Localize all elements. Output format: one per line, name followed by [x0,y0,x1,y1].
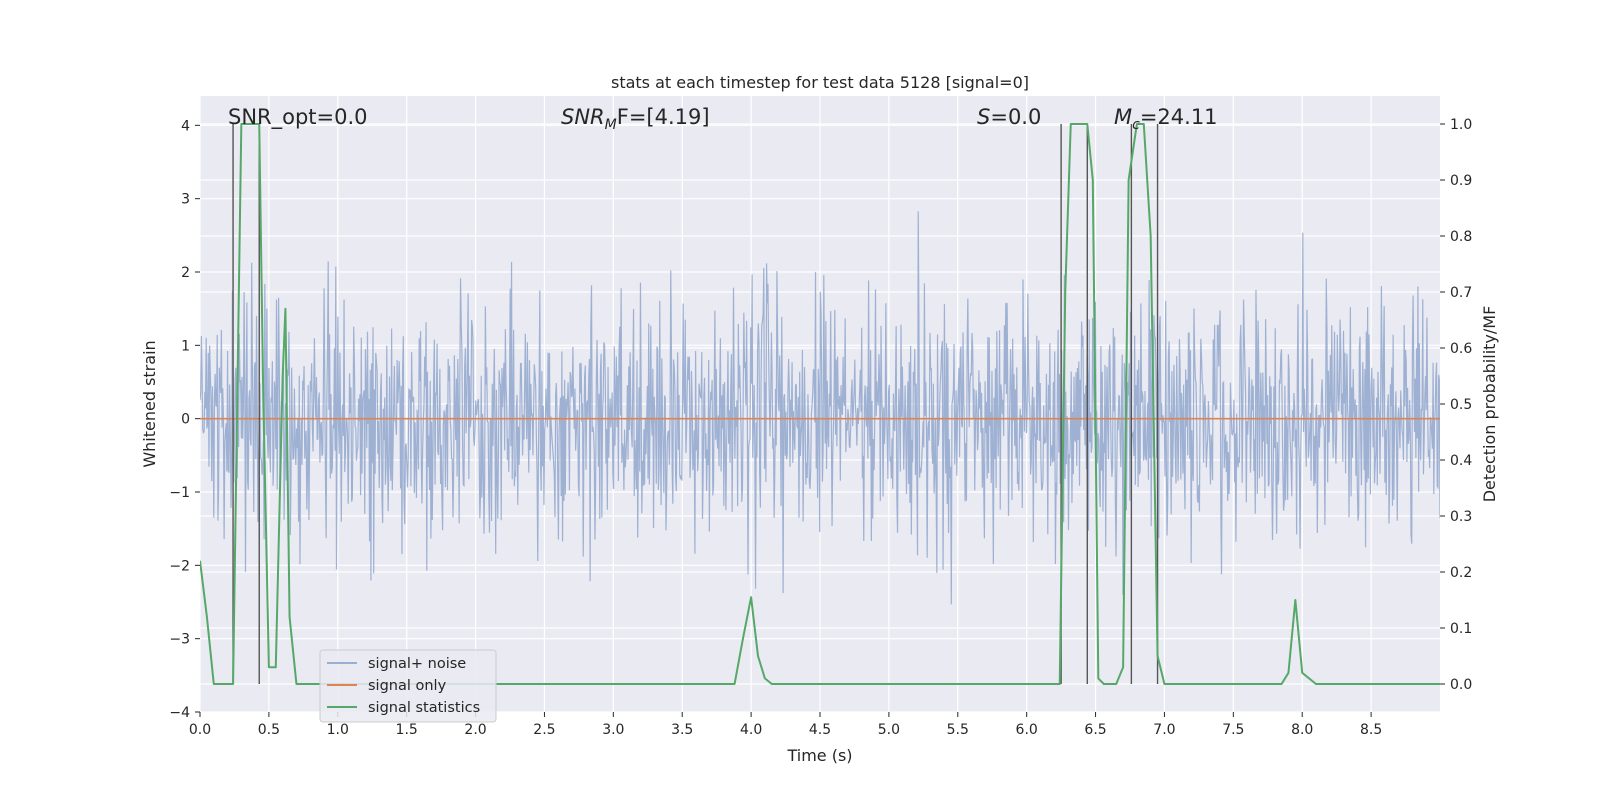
annotation-snr-opt: SNR_opt=0.0 [228,105,368,130]
annotation-snr-mf-sub: M [605,117,617,133]
y-tick-label-3: 1 [181,338,190,354]
legend: signal+ noise signal only signal statist… [319,649,497,723]
y-tick-label-5: −1 [169,485,190,501]
annotation-mc-rest: =24.11 [1140,105,1218,129]
annotation-mc: Mc=24.11 [1114,105,1218,133]
y-tick-label-8: −4 [169,705,190,721]
y-tick-label-1: 3 [181,192,190,208]
y-tick-label-6: −2 [169,558,190,574]
y-tick-label-0: 4 [181,118,190,134]
y-axis-ticks: 4 3 2 1 0 −1 −2 −3 −4 [169,118,200,721]
legend-label-signal-only: signal only [368,678,447,694]
series-signal-noise [200,211,1440,605]
x-tick-label-4: 2.0 [464,722,486,738]
legend-label-signal-noise: signal+ noise [368,656,466,672]
x-tick-label-16: 8.0 [1291,722,1313,738]
annotation-snr-mf-rest: F=[4.19] [617,105,710,129]
chart-title: stats at each timestep for test data 512… [611,73,1029,92]
x-tick-label-3: 1.5 [396,722,418,738]
y-axis-label: Whitened strain [140,340,159,467]
x-tick-label-9: 4.5 [809,722,831,738]
annotation-s-rest: =0.0 [990,105,1041,129]
annotation-snr-mf: SNRMF=[4.19] [561,105,710,133]
y-right-tick-label-10: 0.0 [1450,677,1472,693]
x-tick-label-8: 4.0 [740,722,762,738]
y-right-tick-label-0: 1.0 [1450,117,1472,133]
x-axis-label: Time (s) [786,746,852,765]
y-right-tick-label-3: 0.7 [1450,285,1472,301]
y-right-tick-label-1: 0.9 [1450,173,1472,189]
annotation-s-main: S [977,105,990,129]
y-axis-right-ticks: 1.0 0.9 0.8 0.7 0.6 0.5 0.4 0.3 0.2 0.1 0.0 [1440,117,1472,693]
y-right-tick-label-5: 0.5 [1450,397,1472,413]
y-right-tick-label-6: 0.4 [1450,453,1472,469]
x-tick-label-2: 1.0 [327,722,349,738]
legend-box [319,649,497,723]
series-signal-statistics [200,123,1440,685]
x-tick-label-14: 7.0 [1153,722,1175,738]
x-tick-label-12: 6.0 [1016,722,1038,738]
x-tick-label-13: 6.5 [1084,722,1106,738]
y-tick-label-2: 2 [181,265,190,281]
annotation-mc-main: M [1114,105,1132,129]
annotation-s: S=0.0 [977,105,1041,129]
line-signal-statistics [200,123,1440,685]
y-right-tick-label-2: 0.8 [1450,229,1472,245]
annotation-snr-mf-main: SNR [561,105,605,129]
y-right-tick-label-7: 0.3 [1450,509,1472,525]
y-right-tick-label-9: 0.1 [1450,621,1472,637]
x-tick-label-0: 0.0 [189,722,211,738]
y-axis-right-label: Detection probability/MF [1480,306,1499,503]
annotation-mc-sub: c [1132,117,1140,133]
x-tick-label-5: 2.5 [533,722,555,738]
x-tick-label-10: 5.0 [878,722,900,738]
x-tick-label-7: 3.5 [671,722,693,738]
x-tick-label-1: 0.5 [258,722,280,738]
y-right-tick-label-8: 0.2 [1450,565,1472,581]
x-axis-ticks: 0.0 0.5 1.0 1.5 2.0 2.5 3.0 3.5 4.0 4.5 5.0 5.5 6.0 6… [189,712,1382,738]
y-tick-label-7: −3 [169,632,190,648]
x-tick-label-11: 5.5 [947,722,969,738]
x-tick-label-17: 8.5 [1360,722,1382,738]
x-tick-label-6: 3.0 [602,722,624,738]
y-right-tick-label-4: 0.6 [1450,341,1472,357]
line-signal-noise [200,211,1440,605]
y-tick-label-4: 0 [181,412,190,428]
x-tick-label-15: 7.5 [1222,722,1244,738]
legend-label-signal-statistics: signal statistics [368,700,480,716]
